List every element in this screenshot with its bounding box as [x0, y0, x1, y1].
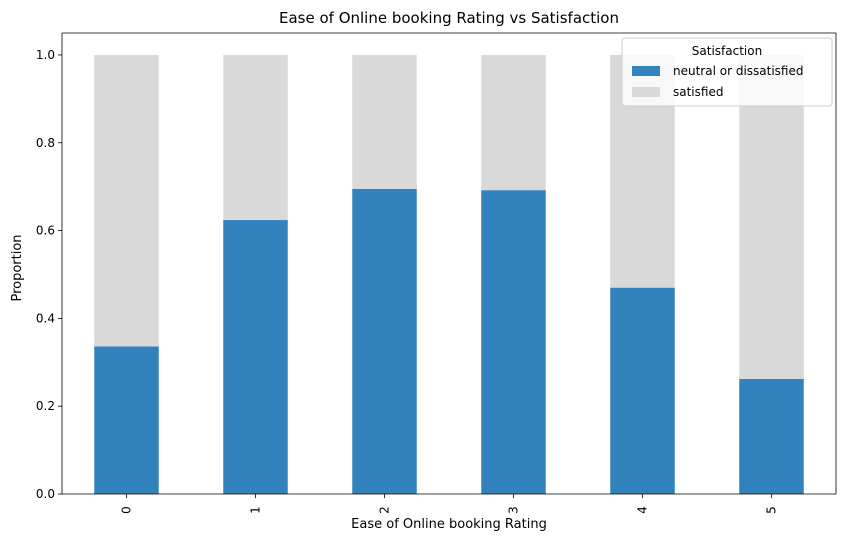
x-tick-label-1: 1 — [249, 506, 263, 514]
y-tick-label-0.4: 0.4 — [36, 311, 55, 325]
bar-neutral-or-dissatisfied-3 — [481, 190, 546, 494]
legend-swatch-neutral-or-dissatisfied — [632, 66, 660, 76]
bar-neutral-or-dissatisfied-1 — [223, 220, 288, 494]
legend-label-neutral-or-dissatisfied: neutral or dissatisfied — [673, 64, 803, 78]
legend: Satisfaction neutral or dissatisfied sati… — [621, 37, 833, 107]
bar-neutral-or-dissatisfied-2 — [352, 188, 417, 494]
y-tick-label-0.6: 0.6 — [36, 224, 55, 238]
bars-group — [94, 54, 804, 494]
x-tick-label-5: 5 — [765, 506, 779, 514]
bar-satisfied-2 — [352, 54, 417, 189]
y-tick-label-0.0: 0.0 — [36, 487, 55, 501]
y-axis-label: Proportion — [10, 234, 25, 301]
x-tick-label-0: 0 — [120, 506, 134, 514]
y-tick-label-0.2: 0.2 — [36, 399, 55, 413]
y-tick-label-0.8: 0.8 — [36, 136, 55, 150]
bar-satisfied-0 — [94, 54, 159, 347]
x-tick-label-2: 2 — [378, 506, 392, 514]
bar-satisfied-1 — [223, 54, 288, 221]
x-tick-label-4: 4 — [636, 506, 650, 514]
chart-title: Ease of Online booking Rating vs Satisfa… — [279, 9, 619, 27]
bar-neutral-or-dissatisfied-5 — [739, 378, 804, 494]
legend-box — [621, 37, 833, 107]
legend-swatch-satisfied — [632, 87, 660, 97]
bar-satisfied-5 — [739, 54, 804, 379]
x-tick-label-3: 3 — [507, 506, 521, 514]
legend-label-satisfied: satisfied — [673, 85, 723, 99]
bar-neutral-or-dissatisfied-4 — [610, 287, 675, 494]
x-axis-label: Ease of Online booking Rating — [351, 517, 547, 532]
legend-title: Satisfaction — [692, 44, 762, 58]
bar-neutral-or-dissatisfied-0 — [94, 346, 159, 494]
y-tick-label-1.0: 1.0 — [36, 48, 55, 62]
axes-group: 0.0 0.2 0.4 0.6 0.8 1.0 0 1 2 3 4 5 — [36, 32, 837, 514]
bar-satisfied-3 — [481, 54, 546, 191]
